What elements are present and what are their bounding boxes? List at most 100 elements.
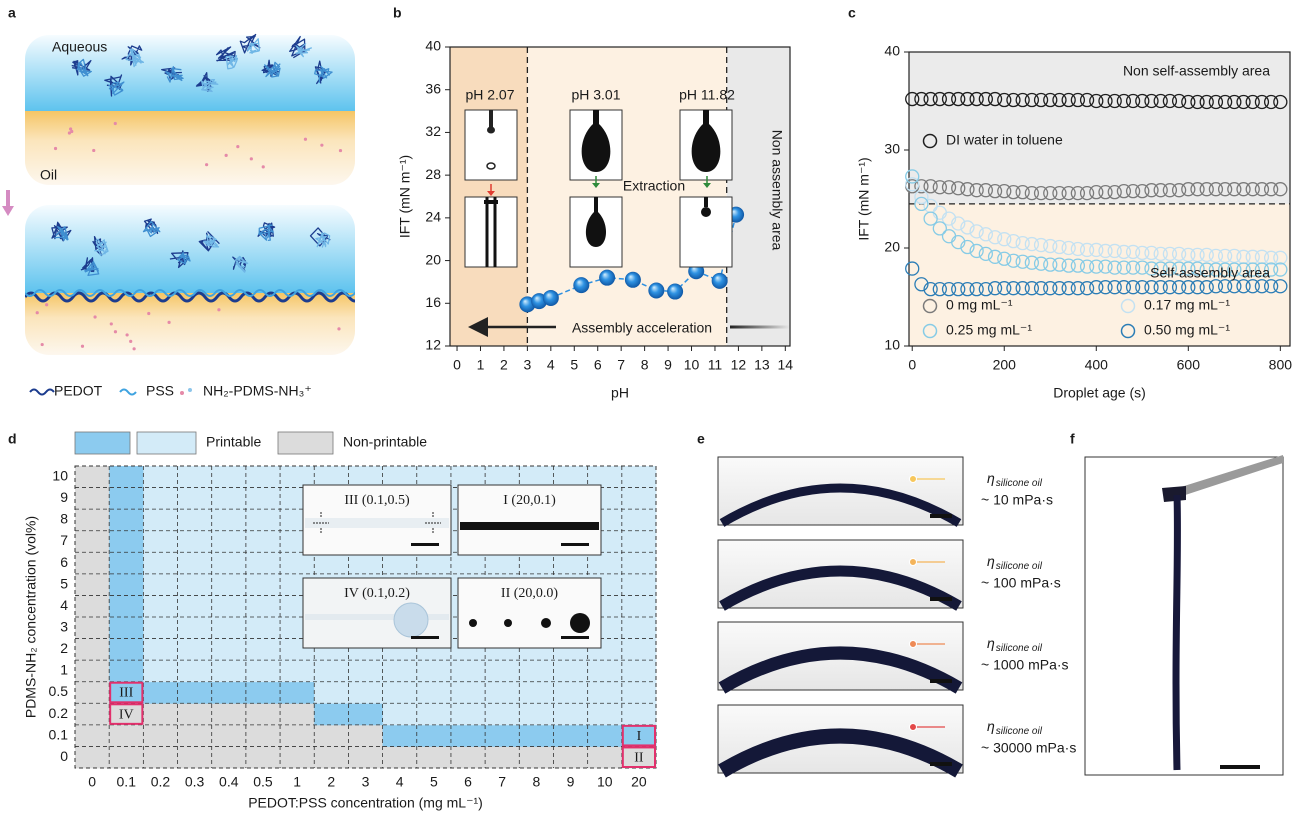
decoration	[730, 326, 790, 329]
cell	[75, 725, 110, 747]
cell	[451, 703, 486, 725]
amine-dot	[320, 144, 323, 147]
x-tick-label: 400	[1085, 357, 1109, 373]
y-tick-label: 0.5	[49, 683, 69, 699]
cell	[246, 725, 281, 747]
y-tick-label: 36	[425, 80, 441, 96]
droplet	[469, 619, 477, 627]
cell	[178, 639, 213, 661]
cell	[75, 509, 110, 531]
amine-dot	[114, 122, 117, 125]
amine-dot	[129, 340, 132, 343]
scale-bar	[930, 679, 952, 683]
decoration	[1176, 495, 1177, 770]
amine-dot	[133, 347, 136, 350]
x-tick-label: 7	[498, 774, 506, 790]
cell	[212, 639, 247, 661]
cell	[622, 509, 657, 531]
cell	[212, 552, 247, 574]
cell	[75, 531, 110, 553]
cell	[383, 552, 418, 574]
annotation: pH 11.82	[679, 87, 735, 103]
scale-bar	[930, 514, 952, 518]
x-tick-label: 0.2	[151, 774, 171, 790]
cell	[314, 660, 349, 682]
cell	[348, 746, 383, 768]
cell	[75, 617, 110, 639]
decoration	[489, 110, 493, 128]
cell	[246, 746, 281, 768]
panel-letter: f	[1070, 431, 1075, 447]
cell	[246, 595, 281, 617]
amine-dot	[250, 157, 253, 160]
decoration	[25, 205, 355, 293]
point	[599, 270, 615, 286]
label: Aqueous	[52, 39, 107, 55]
x-tick-label: 1	[477, 357, 485, 373]
cell	[348, 682, 383, 704]
cell	[383, 725, 418, 747]
cell	[178, 509, 213, 531]
droplet	[541, 618, 551, 628]
y-tick-label: 16	[425, 294, 441, 310]
decoration	[465, 197, 517, 267]
cell	[451, 725, 486, 747]
legend-swatch	[278, 432, 333, 454]
cell	[280, 660, 315, 682]
viscosity-value: ~ 10 mPa·s	[981, 492, 1053, 508]
cell	[451, 552, 486, 574]
cell	[178, 725, 213, 747]
cell	[212, 617, 247, 639]
cell	[143, 595, 178, 617]
cell	[280, 703, 315, 725]
cell	[246, 531, 281, 553]
amine-dot	[236, 145, 239, 148]
cell	[212, 746, 247, 768]
cell	[553, 725, 588, 747]
cell	[178, 595, 213, 617]
legend-swatch	[75, 432, 130, 454]
cell	[246, 574, 281, 596]
cell	[485, 703, 520, 725]
cell	[143, 574, 178, 596]
y-axis-label: PDMS-NH₂ concentration (vol%)	[23, 516, 39, 718]
cell	[75, 746, 110, 768]
cell	[143, 488, 178, 510]
decoration	[120, 390, 136, 395]
subscript: silicone oil	[996, 478, 1043, 489]
amine-dot	[36, 311, 39, 314]
decoration	[704, 197, 708, 207]
cell	[383, 660, 418, 682]
decoration	[25, 111, 355, 185]
viscosity-symbol: ηsilicone oil	[987, 635, 1043, 654]
symbol: η	[987, 553, 995, 569]
cell	[109, 660, 144, 682]
scale-bar	[930, 762, 952, 766]
x-axis-label: pH	[611, 385, 629, 401]
legend-label: 0.17 mg mL⁻¹	[1144, 297, 1230, 313]
cell	[143, 466, 178, 488]
symbol: η	[987, 470, 995, 486]
x-tick-label: 13	[754, 357, 770, 373]
cell	[212, 466, 247, 488]
annotation: Non self-assembly area	[1123, 63, 1270, 79]
cell	[109, 595, 144, 617]
cell	[553, 703, 588, 725]
decoration	[30, 390, 54, 395]
x-tick-label: 0.5	[253, 774, 273, 790]
y-tick-label: 10	[884, 337, 900, 353]
cell	[178, 574, 213, 596]
cell	[383, 746, 418, 768]
x-tick-label: 1	[293, 774, 301, 790]
fiber-image	[1085, 455, 1283, 775]
y-tick-label: 40	[884, 43, 900, 59]
annotation: Self-assembly area	[1150, 265, 1270, 281]
cell	[451, 746, 486, 768]
cell	[143, 660, 178, 682]
cell	[348, 725, 383, 747]
subscript: silicone oil	[996, 726, 1043, 737]
y-tick-label: 20	[425, 251, 441, 267]
viscosity-value: ~ 30000 mPa·s	[981, 740, 1076, 756]
cell	[75, 703, 110, 725]
y-tick-label: 0	[60, 748, 68, 764]
